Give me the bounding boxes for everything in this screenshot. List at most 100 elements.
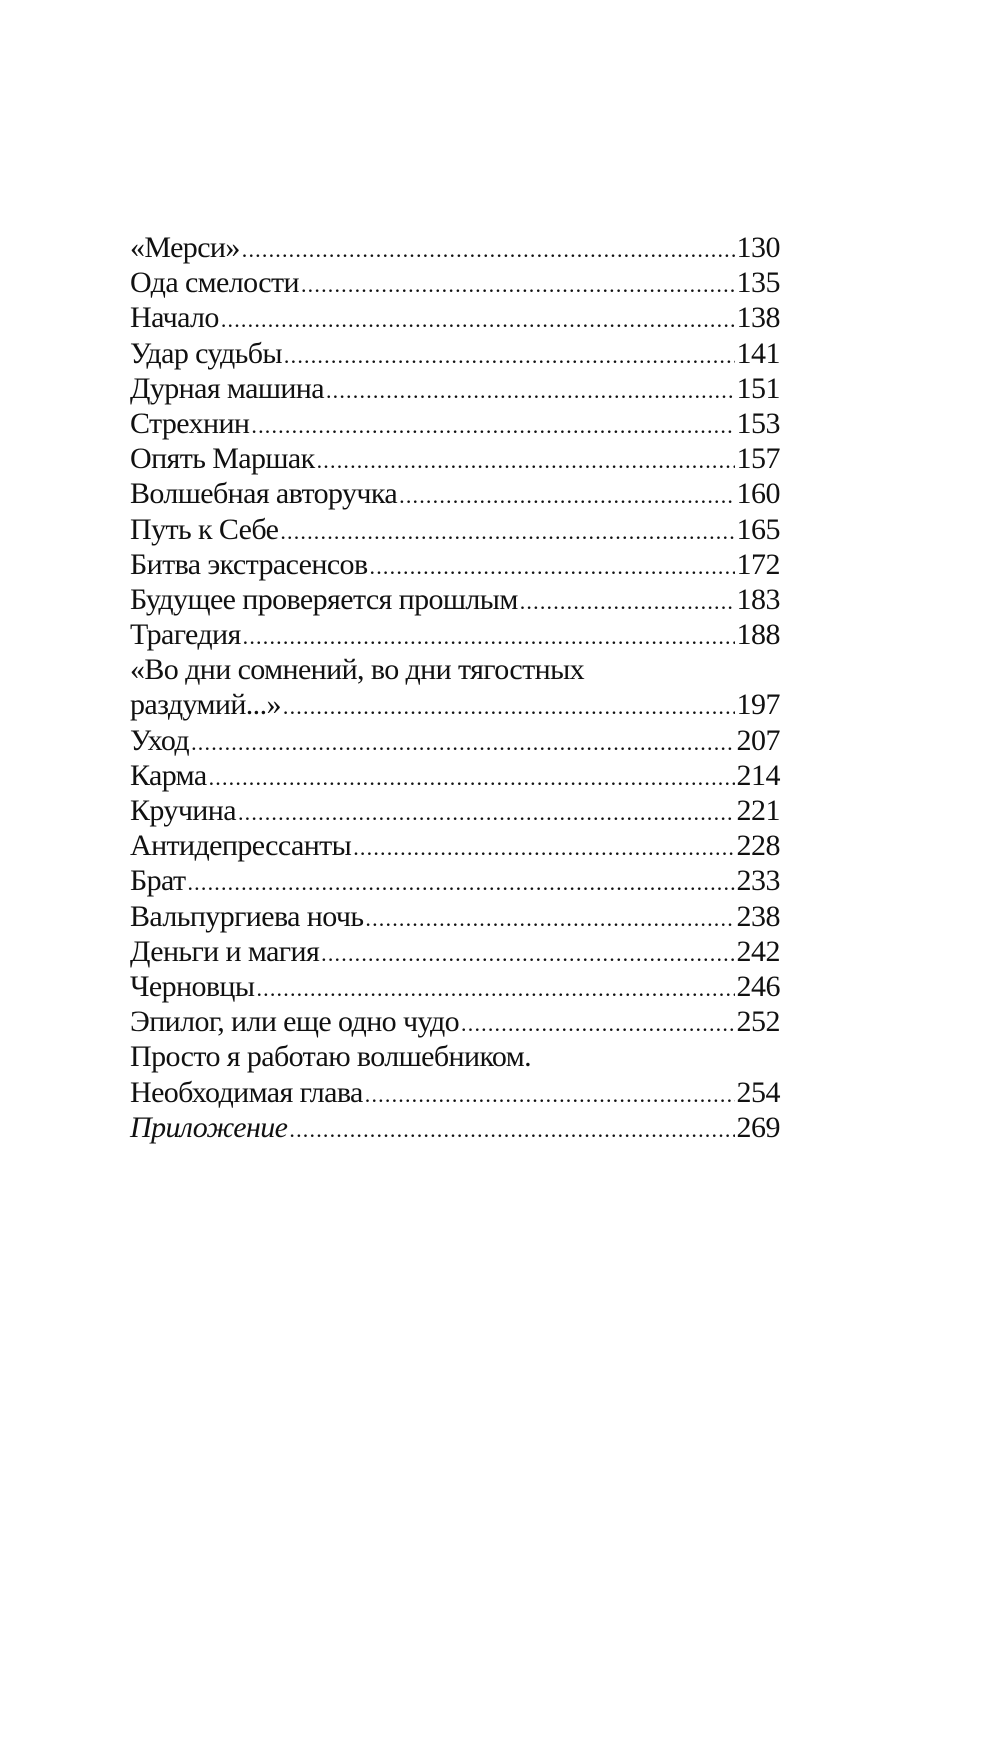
- toc-entry: Будущее проверяется прошлым 183: [130, 582, 780, 617]
- toc-entry-page-number: 165: [736, 512, 781, 546]
- dot-leader: [370, 549, 735, 584]
- toc-entry-page-number: 188: [736, 618, 781, 652]
- dot-leader: [284, 338, 735, 373]
- toc-entry-page-number: 130: [736, 231, 781, 264]
- dot-leader: [461, 1006, 734, 1041]
- toc-entry-title: Деньги и магия: [130, 934, 320, 968]
- toc-entry: Уход 207: [130, 723, 780, 758]
- toc-entry-title: Приложение: [130, 1110, 288, 1144]
- toc-entry-page-number: 153: [736, 406, 781, 440]
- toc-entry-page-number: 138: [736, 301, 781, 335]
- dot-leader: [209, 760, 735, 795]
- toc-entry-page-number: 238: [736, 899, 781, 933]
- dot-leader: [256, 971, 734, 1006]
- toc-entry-title: Битва экстрасенсов: [130, 547, 368, 581]
- toc-entry: Приложение 269: [130, 1110, 780, 1145]
- dot-leader: [251, 408, 734, 443]
- toc-entry-page-number: 157: [736, 442, 781, 476]
- dot-leader: [353, 830, 734, 865]
- toc-entry: Битва экстрасенсов 172: [130, 547, 780, 582]
- dot-leader: [283, 689, 735, 724]
- dot-leader: [242, 232, 735, 267]
- toc-entry-page-number: 233: [736, 864, 781, 898]
- toc-entry-title: Антидепрессанты: [130, 829, 352, 863]
- toc-entry-page-number: 172: [736, 547, 781, 581]
- toc-entry-title-line: «Во дни сомнений, во дни тягостных: [130, 652, 780, 687]
- dot-leader: [191, 725, 734, 760]
- dot-leader: [365, 1077, 735, 1112]
- toc-entry-title: Путь к Себе: [130, 512, 279, 546]
- toc-entry: Деньги и магия 242: [130, 934, 780, 969]
- toc-entry-title-first-line: Просто я работаю волшебником.: [130, 1040, 532, 1074]
- toc-entry: Путь к Себе 165: [130, 512, 780, 547]
- toc-entry-page-number: 160: [736, 477, 781, 511]
- dot-leader: [187, 865, 734, 900]
- dot-leader: [520, 584, 735, 619]
- toc-entry: Эпилог, или еще одно чудо 252: [130, 1004, 780, 1039]
- toc-entry-title: Волшебная авторучка: [130, 477, 398, 511]
- toc-entry: Начало 138: [130, 300, 780, 335]
- toc-entry-page-number: 252: [736, 1005, 781, 1039]
- toc-entry: Трагедия 188: [130, 617, 780, 652]
- toc-entry: Волшебная авторучка 160: [130, 476, 780, 511]
- dot-leader: [326, 373, 735, 408]
- toc-entry: Дурная машина 151: [130, 371, 780, 406]
- toc-entry-title: Опять Маршак: [130, 442, 315, 476]
- dot-leader: [321, 936, 734, 971]
- toc-entry: Вальпургиева ночь 238: [130, 899, 780, 934]
- toc-entry: Ода смелости 135: [130, 265, 780, 300]
- dot-leader: [365, 901, 734, 936]
- toc-entry-page-number: 151: [736, 371, 781, 405]
- toc-entry-title: Трагедия: [130, 618, 241, 652]
- toc-entry: Опять Маршак 157: [130, 441, 780, 476]
- dot-leader: [243, 619, 735, 654]
- toc-entry-page-number: 183: [736, 582, 781, 616]
- toc-entry-title: Ода смелости: [130, 266, 300, 300]
- toc-entry-title: Будущее проверяется прошлым: [130, 582, 518, 616]
- toc-entry-title: «Мерси»: [130, 231, 240, 264]
- dot-leader: [221, 302, 735, 337]
- toc-entry-page-number: 214: [736, 758, 781, 792]
- toc-entry-page-number: 197: [736, 688, 781, 722]
- toc-entry-title-first-line: «Во дни сомнений, во дни тягостных: [130, 653, 585, 687]
- toc-entry-title: Начало: [130, 301, 219, 335]
- toc-entry-page-number: 228: [736, 829, 781, 863]
- toc-entry: Брат 233: [130, 863, 780, 898]
- toc-entry-title: Карма: [130, 758, 207, 792]
- toc-entry-page-number: 135: [736, 266, 781, 300]
- toc-entry-title: Дурная машина: [130, 371, 325, 405]
- toc-entry: Карма 214: [130, 758, 780, 793]
- toc-entry-page-number: 254: [736, 1075, 781, 1109]
- toc-entry-title: Уход: [130, 723, 190, 757]
- toc-entry: раздумий...» 197: [130, 687, 780, 722]
- toc-entry-page-number: 269: [736, 1110, 781, 1144]
- toc-entry-title: раздумий...»: [130, 688, 281, 722]
- toc-entry: Удар судьбы 141: [130, 336, 780, 371]
- toc-entry-title: Черновцы: [130, 969, 255, 1003]
- dot-leader: [289, 1112, 734, 1147]
- dot-leader: [280, 514, 734, 549]
- toc-entry-title: Стрехнин: [130, 406, 250, 440]
- toc-entry-page-number: 246: [736, 969, 781, 1003]
- toc-entry-title: Необходимая глава: [130, 1075, 363, 1109]
- toc-entry-title: Брат: [130, 864, 186, 898]
- toc-entry-title: Удар судьбы: [130, 336, 283, 370]
- dot-leader: [238, 795, 735, 830]
- toc-entry-title: Кручина: [130, 794, 237, 827]
- toc-entry-title-line: Просто я работаю волшебником.: [130, 1039, 780, 1074]
- toc-entry-page-number: 207: [736, 723, 781, 757]
- dot-leader: [301, 267, 735, 302]
- toc-entry-title: Вальпургиева ночь: [130, 899, 364, 933]
- toc-entry-page-number: 141: [736, 336, 781, 370]
- toc-entry: Антидепрессанты 228: [130, 828, 780, 863]
- toc-entry: Стрехнин 153: [130, 406, 780, 441]
- toc-entry: Необходимая глава 254: [130, 1075, 780, 1110]
- toc-entry: «Мерси» 130: [130, 230, 780, 265]
- toc-entry: Черновцы 246: [130, 969, 780, 1004]
- toc-entry-page-number: 221: [736, 794, 781, 827]
- dot-leader: [317, 443, 735, 478]
- toc-entry-title: Эпилог, или еще одно чудо: [130, 1005, 460, 1039]
- toc-entry-page-number: 242: [736, 934, 781, 968]
- toc-entry: Кручина 221: [130, 793, 780, 828]
